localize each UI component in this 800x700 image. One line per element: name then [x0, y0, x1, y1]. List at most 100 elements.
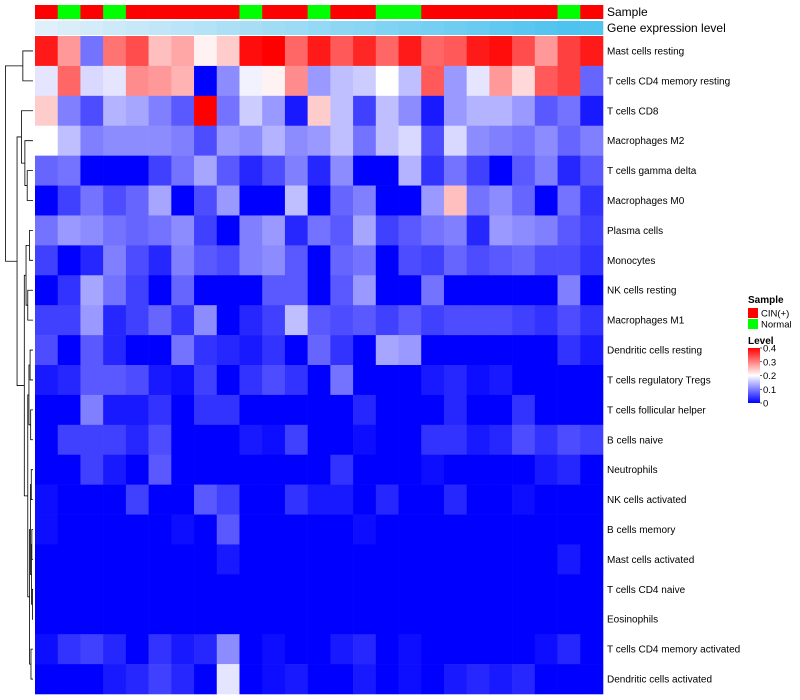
heatmap-cell — [194, 65, 218, 97]
heatmap-cell — [262, 574, 286, 605]
heatmap-cell — [171, 95, 195, 127]
dendrogram-branch — [27, 289, 33, 321]
heatmap-cell — [489, 185, 513, 216]
heatmap-cell — [239, 125, 263, 156]
heatmap-cell — [239, 185, 263, 216]
heatmap-cell — [284, 514, 308, 545]
heatmap-cell — [466, 664, 490, 695]
heatmap-cell — [80, 634, 104, 665]
heatmap-cell — [262, 305, 286, 336]
heatmap-cell — [330, 335, 354, 366]
heatmap-cell — [35, 424, 59, 456]
heatmap-cell — [35, 245, 59, 276]
heatmap-cell — [580, 514, 604, 545]
row-label: NK cells activated — [607, 495, 686, 506]
row-label: T cells regulatory Tregs — [607, 375, 711, 386]
heatmap-cell — [194, 95, 218, 127]
sample-annotation-cell — [375, 5, 399, 19]
heatmap-cell — [580, 604, 604, 635]
heatmap-cell — [35, 155, 59, 186]
heatmap-cell — [148, 454, 172, 485]
heatmap-cell — [148, 574, 172, 605]
heatmap-cell — [375, 155, 399, 186]
heatmap-cell — [443, 544, 467, 575]
sample-annotation-cell — [57, 5, 81, 19]
heatmap-cell — [216, 394, 240, 426]
heatmap-cell — [489, 275, 513, 306]
sample-legend-swatch — [748, 319, 758, 329]
sample-annotation-cell — [307, 5, 331, 19]
heatmap-cell — [398, 245, 422, 276]
heatmap-cell — [307, 574, 331, 605]
heatmap-cell — [194, 424, 218, 456]
heatmap-cell — [557, 36, 581, 67]
heatmap-cell — [466, 215, 490, 246]
heatmap-cell — [557, 125, 581, 156]
heatmap-cell — [171, 215, 195, 246]
heatmap-cell — [239, 36, 263, 67]
heatmap-cell — [284, 394, 308, 426]
heatmap-cell — [512, 335, 536, 366]
heatmap-cell — [284, 365, 308, 396]
heatmap-cell — [375, 245, 399, 276]
heatmap-cell — [375, 335, 399, 366]
heatmap-cell — [125, 36, 149, 67]
heatmap-cell — [489, 215, 513, 246]
heatmap-cell — [534, 634, 558, 665]
heatmap-cell — [512, 245, 536, 276]
heatmap-cell — [443, 95, 467, 127]
heatmap-cell — [466, 185, 490, 216]
heatmap-cell — [466, 634, 490, 665]
gene-level-annotation-cell — [194, 21, 218, 35]
heatmap-cell — [375, 454, 399, 485]
heatmap-cell — [534, 544, 558, 575]
heatmap-cell — [375, 544, 399, 575]
heatmap-cell — [375, 365, 399, 396]
heatmap-cell — [284, 454, 308, 485]
heatmap-cell — [330, 484, 354, 515]
sample-annotation-cell — [103, 5, 127, 19]
heatmap-cell — [194, 574, 218, 605]
heatmap-cell — [262, 394, 286, 426]
heatmap-cell — [148, 95, 172, 127]
row-label: Mast cells resting — [607, 46, 684, 57]
gene-level-annotation-cell — [284, 21, 308, 35]
heatmap-cell — [443, 634, 467, 665]
heatmap-cell — [353, 125, 377, 156]
heatmap-cell — [80, 305, 104, 336]
dendrogram-branch — [23, 274, 28, 497]
heatmap-cell — [330, 574, 354, 605]
heatmap-cell — [35, 275, 59, 306]
heatmap-cell — [580, 544, 604, 575]
heatmap-cell — [239, 424, 263, 456]
heatmap-cell — [35, 185, 59, 216]
heatmap-cell — [443, 125, 467, 156]
sample-annotation-cell — [534, 5, 558, 19]
sample-legend-title: Sample — [748, 295, 784, 306]
heatmap-cell — [216, 365, 240, 396]
heatmap-cell — [398, 514, 422, 545]
heatmap-cell — [489, 544, 513, 575]
heatmap-cell — [512, 574, 536, 605]
heatmap-cell — [534, 365, 558, 396]
row-label: T cells follicular helper — [607, 405, 706, 416]
heatmap-cell — [194, 215, 218, 246]
heatmap-cell — [557, 424, 581, 456]
heatmap-cell — [80, 604, 104, 635]
heatmap-cell — [284, 185, 308, 216]
heatmap-cell — [57, 275, 81, 306]
heatmap-cell — [534, 245, 558, 276]
heatmap-cell — [194, 664, 218, 695]
heatmap-cell — [103, 275, 127, 306]
heatmap-cell — [421, 36, 445, 67]
heatmap-cell — [216, 634, 240, 665]
heatmap-cell — [307, 604, 331, 635]
heatmap-cell — [489, 125, 513, 156]
heatmap-cell — [284, 36, 308, 67]
heatmap-cell — [307, 544, 331, 575]
heatmap-cell — [375, 604, 399, 635]
dendrogram-branch — [26, 170, 33, 201]
row-label: Macrophages M1 — [607, 316, 685, 327]
heatmap-cell — [489, 65, 513, 97]
heatmap-cell — [489, 365, 513, 396]
